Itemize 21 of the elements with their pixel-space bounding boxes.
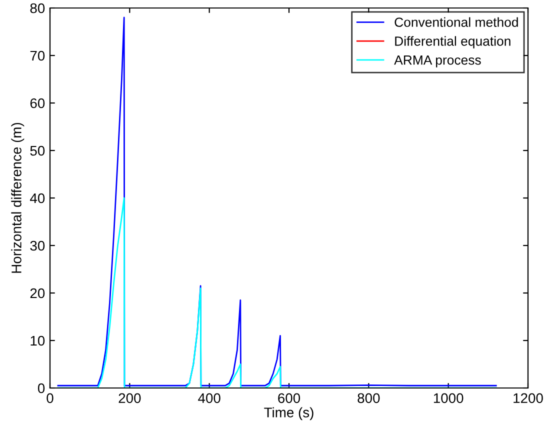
y-tick-label: 10 — [30, 336, 45, 346]
y-tick-label: 50 — [30, 146, 45, 156]
legend-label: Differential equation — [395, 36, 510, 48]
y-tick-label: 80 — [30, 3, 45, 14]
y-axis-title: Horizontal difference (m) — [11, 122, 24, 273]
y-tick-label: 70 — [30, 50, 45, 61]
y-tick-label: 20 — [30, 288, 45, 298]
x-tick-label: 600 — [278, 393, 300, 404]
legend-label: ARMA process — [394, 56, 481, 68]
legend-label: Conventional method — [394, 17, 518, 27]
x-axis-title: Time (s) — [264, 407, 314, 420]
x-tick-label: 0 — [46, 393, 54, 404]
y-tick-label: 60 — [30, 98, 45, 108]
x-tick-label: 1000 — [434, 393, 464, 404]
x-tick-label: 1200 — [514, 393, 543, 404]
y-tick-label: 30 — [30, 240, 45, 251]
x-tick-label: 200 — [118, 393, 141, 404]
x-tick-label: 400 — [198, 393, 220, 404]
x-tick-label: 800 — [358, 393, 380, 404]
y-tick-label: 40 — [30, 193, 45, 204]
y-tick-label: 0 — [38, 383, 45, 394]
